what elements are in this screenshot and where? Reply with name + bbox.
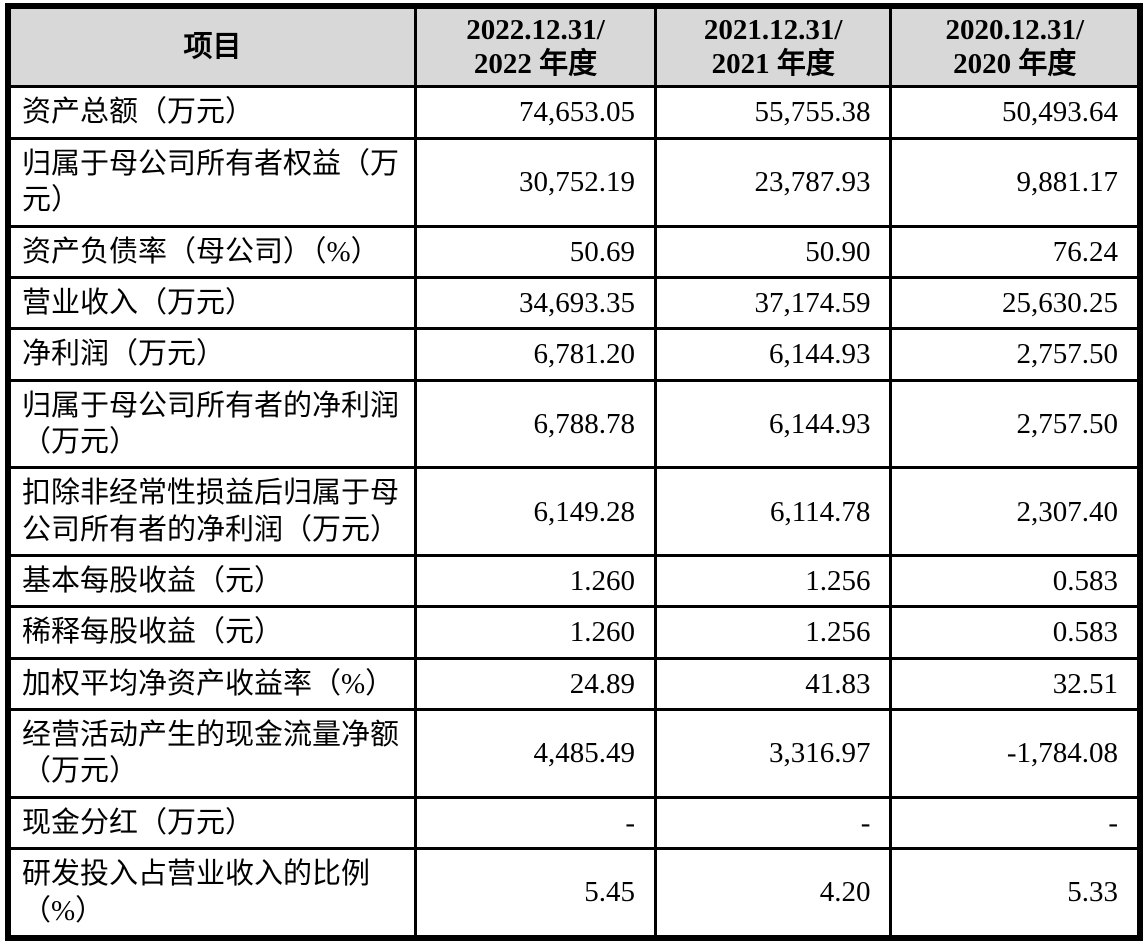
value-cell-2021: 1.256 [653, 605, 893, 660]
column-header-period: 2021 年度 [711, 48, 835, 81]
table-row: 现金分红（万元） - - - [6, 795, 1142, 851]
value-cell-2021: 55,755.38 [653, 85, 893, 140]
row-label-cell: 资产总额（万元） [6, 85, 418, 140]
column-header-2021: 2021.12.31/ 2021 年度 [653, 4, 893, 89]
value-cell-2020: 5.33 [889, 847, 1142, 940]
value-cell-2022: 6,149.28 [414, 466, 657, 557]
column-header-date: 2022.12.31/ [466, 14, 605, 46]
row-label-cell: 基本每股收益（元） [6, 553, 418, 609]
table-body: 资产总额（万元） 74,653.05 55,755.38 50,493.64 归… [6, 85, 1142, 940]
table-row: 营业收入（万元） 34,693.35 37,174.59 25,630.25 [6, 275, 1142, 331]
column-header-2020: 2020.12.31/ 2020 年度 [889, 4, 1142, 89]
value-cell-2020: 9,881.17 [889, 136, 1142, 228]
table-row: 资产总额（万元） 74,653.05 55,755.38 50,493.64 [6, 85, 1142, 140]
value-cell-2020: 25,630.25 [889, 275, 1142, 331]
row-label-cell: 稀释每股收益（元） [6, 605, 418, 660]
value-cell-2022: 1.260 [414, 553, 657, 609]
table-header: 项目 2022.12.31/ 2022 年度 2021.12.31/ 2021 … [6, 4, 1142, 89]
value-cell-2022: 50.69 [414, 224, 657, 279]
value-cell-2021: 23,787.93 [653, 136, 893, 228]
column-header-period: 2020 年度 [953, 48, 1077, 81]
value-cell-2022: 4,485.49 [414, 708, 657, 799]
value-cell-2020: 2,757.50 [889, 327, 1142, 382]
value-cell-2022: 34,693.35 [414, 275, 657, 331]
table-row: 基本每股收益（元） 1.260 1.256 0.583 [6, 553, 1142, 609]
header-row: 项目 2022.12.31/ 2022 年度 2021.12.31/ 2021 … [6, 4, 1142, 89]
table-row: 稀释每股收益（元） 1.260 1.256 0.583 [6, 605, 1142, 660]
value-cell-2022: 6,781.20 [414, 327, 657, 382]
row-label-cell: 归属于母公司所有者权益（万元） [6, 136, 418, 228]
value-cell-2021: 6,144.93 [653, 327, 893, 382]
value-cell-2022: 5.45 [414, 847, 657, 940]
value-cell-2021: 4.20 [653, 847, 893, 940]
row-label-cell: 加权平均净资产收益率（%） [6, 656, 418, 712]
table-row: 扣除非经常性损益后归属于母公司所有者的净利润（万元） 6,149.28 6,11… [6, 466, 1142, 557]
value-cell-2020: 50,493.64 [889, 85, 1142, 140]
row-label-cell: 扣除非经常性损益后归属于母公司所有者的净利润（万元） [6, 466, 418, 557]
row-label-cell: 营业收入（万元） [6, 275, 418, 331]
value-cell-2021: - [653, 795, 893, 851]
table-row: 净利润（万元） 6,781.20 6,144.93 2,757.50 [6, 327, 1142, 382]
value-cell-2021: 3,316.97 [653, 708, 893, 799]
value-cell-2021: 50.90 [653, 224, 893, 279]
table-row: 归属于母公司所有者的净利润（万元） 6,788.78 6,144.93 2,75… [6, 378, 1142, 470]
value-cell-2020: 2,307.40 [889, 466, 1142, 557]
table-row: 研发投入占营业收入的比例（%） 5.45 4.20 5.33 [6, 847, 1142, 940]
financial-summary-table: 项目 2022.12.31/ 2022 年度 2021.12.31/ 2021 … [5, 3, 1143, 941]
row-label-cell: 归属于母公司所有者的净利润（万元） [6, 378, 418, 470]
column-header-date: 2020.12.31/ [945, 14, 1084, 46]
column-header-item: 项目 [6, 4, 418, 89]
value-cell-2020: -1,784.08 [889, 708, 1142, 799]
column-header-period: 2022 年度 [473, 48, 598, 81]
row-label-cell: 净利润（万元） [6, 327, 418, 382]
value-cell-2021: 37,174.59 [653, 275, 893, 331]
row-label-cell: 研发投入占营业收入的比例（%） [6, 847, 418, 940]
value-cell-2021: 41.83 [653, 656, 893, 712]
table-row: 归属于母公司所有者权益（万元） 30,752.19 23,787.93 9,88… [6, 136, 1142, 228]
value-cell-2022: 24.89 [414, 656, 657, 712]
value-cell-2021: 1.256 [653, 553, 893, 609]
row-label-cell: 资产负债率（母公司）（%） [6, 224, 418, 279]
row-label-cell: 现金分红（万元） [6, 795, 418, 851]
value-cell-2021: 6,114.78 [653, 466, 893, 557]
value-cell-2020: 2,757.50 [889, 378, 1142, 470]
value-cell-2021: 6,144.93 [653, 378, 893, 470]
value-cell-2020: 32.51 [889, 656, 1142, 712]
row-label-cell: 经营活动产生的现金流量净额（万元） [6, 708, 418, 799]
table-row: 加权平均净资产收益率（%） 24.89 41.83 32.51 [6, 656, 1142, 712]
column-header-date: 2021.12.31/ [703, 14, 843, 46]
table-row: 资产负债率（母公司）（%） 50.69 50.90 76.24 [6, 224, 1142, 279]
value-cell-2022: - [414, 795, 657, 851]
column-header-2022: 2022.12.31/ 2022 年度 [414, 4, 657, 89]
value-cell-2022: 30,752.19 [414, 136, 657, 228]
table-row: 经营活动产生的现金流量净额（万元） 4,485.49 3,316.97 -1,7… [6, 708, 1142, 799]
value-cell-2020: 0.583 [889, 605, 1142, 660]
value-cell-2020: 76.24 [889, 224, 1142, 279]
value-cell-2022: 74,653.05 [414, 85, 657, 140]
value-cell-2022: 1.260 [414, 605, 657, 660]
value-cell-2020: 0.583 [889, 553, 1142, 609]
value-cell-2022: 6,788.78 [414, 378, 657, 470]
value-cell-2020: - [889, 795, 1142, 851]
